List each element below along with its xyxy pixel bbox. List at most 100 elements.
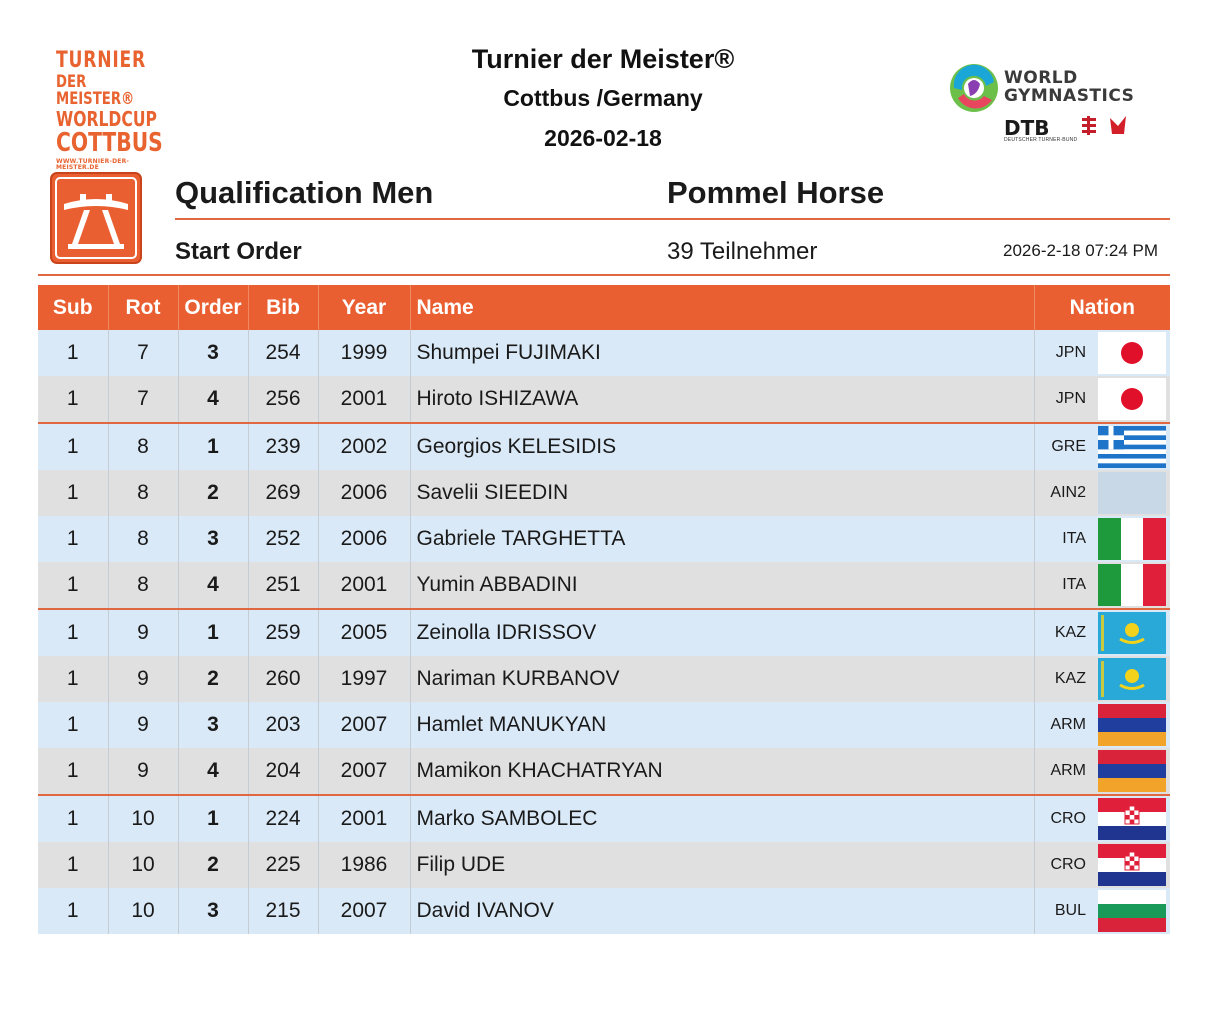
- armenia-flag-icon: [1098, 750, 1166, 792]
- cell-rot: 10: [108, 842, 179, 888]
- cell-bib: 269: [248, 470, 319, 516]
- cell-bib: 203: [248, 702, 319, 748]
- cell-year: 2005: [318, 608, 411, 656]
- col-header-year: Year: [318, 285, 411, 330]
- cell-year: 1986: [318, 842, 411, 888]
- cell-flag: [1094, 748, 1171, 795]
- cell-order: 1: [178, 794, 249, 842]
- cell-rot: 9: [108, 748, 179, 795]
- event-title: Turnier der Meister®: [471, 44, 735, 74]
- cell-bib: 239: [248, 422, 319, 470]
- phase-title: Qualification Men: [175, 175, 434, 210]
- printed-timestamp: 2026-2-18 07:24 PM: [1003, 241, 1158, 260]
- cell-year: 2006: [318, 516, 411, 562]
- cell-year: 2001: [318, 794, 411, 842]
- cell-bib: 254: [248, 330, 319, 376]
- apparatus-title: Pommel Horse: [667, 175, 885, 210]
- cell-sub: 1: [38, 330, 109, 376]
- divider: [175, 218, 1170, 220]
- cell-rot: 10: [108, 888, 179, 934]
- cell-year: 2007: [318, 888, 411, 934]
- cell-nation: ITA: [1034, 516, 1094, 562]
- cell-sub: 1: [38, 376, 109, 423]
- cell-flag: [1094, 470, 1171, 516]
- croatia-flag-icon: [1098, 798, 1166, 840]
- cell-rot: 8: [108, 422, 179, 470]
- cell-order: 2: [178, 656, 249, 702]
- cell-nation: GRE: [1034, 422, 1094, 470]
- cell-year: 1999: [318, 330, 411, 376]
- cell-rot: 8: [108, 516, 179, 562]
- cell-sub: 1: [38, 422, 109, 470]
- cell-flag: [1094, 330, 1171, 376]
- cell-flag: [1094, 376, 1171, 423]
- cell-order: 3: [178, 516, 249, 562]
- cell-year: 2001: [318, 562, 411, 609]
- wg-wordmark: WORLD GYMNASTICS: [1004, 69, 1134, 106]
- cell-nation: BUL: [1034, 888, 1094, 934]
- cell-year: 2006: [318, 470, 411, 516]
- col-header-order: Order: [178, 285, 249, 330]
- start-order-table: Sub Rot Order Bib Year Name Nation 1 7 3 25…: [38, 285, 1171, 934]
- croatia-flag-icon: [1098, 844, 1166, 886]
- cell-bib: 225: [248, 842, 319, 888]
- kazakhstan-flag-icon: [1098, 658, 1166, 700]
- table-row: 1 10 2 225 1986 Filip UDE CRO: [38, 842, 1171, 888]
- cell-flag: [1094, 422, 1171, 470]
- cell-order: 2: [178, 842, 249, 888]
- cell-sub: 1: [38, 516, 109, 562]
- cell-rot: 7: [108, 376, 179, 423]
- cell-order: 3: [178, 702, 249, 748]
- col-header-rot: Rot: [108, 285, 179, 330]
- cell-nation: ARM: [1034, 748, 1094, 795]
- cell-flag: [1094, 842, 1171, 888]
- cell-bib: 256: [248, 376, 319, 423]
- cell-rot: 7: [108, 330, 179, 376]
- cell-year: 2007: [318, 702, 411, 748]
- col-header-bib: Bib: [248, 285, 319, 330]
- table-body: 1 7 3 254 1999 Shumpei FUJIMAKI JPN 1 7 4 256 2001 H…: [38, 330, 1171, 934]
- dtb-wordmark: DTB: [1004, 116, 1050, 140]
- cell-bib: 224: [248, 794, 319, 842]
- cell-sub: 1: [38, 608, 109, 656]
- logo-url: WWW.TURNIER-DER-MEISTER.DE: [56, 158, 130, 171]
- table-row: 1 8 2 269 2006 Savelii SIEEDIN AIN2: [38, 470, 1171, 516]
- col-header-nation: Nation: [1034, 285, 1171, 330]
- event-date: 2026-02-18: [544, 125, 662, 151]
- cell-name: Hamlet MANUKYAN: [410, 702, 1035, 748]
- cell-name: Nariman KURBANOV: [410, 656, 1035, 702]
- logo-line-2: DER MEISTER®: [56, 72, 135, 109]
- list-type: Start Order: [175, 238, 302, 265]
- cell-sub: 1: [38, 748, 109, 795]
- table-row: 1 7 3 254 1999 Shumpei FUJIMAKI JPN: [38, 330, 1171, 376]
- cell-name: Zeinolla IDRISSOV: [410, 608, 1035, 656]
- cell-order: 4: [178, 376, 249, 423]
- logo-line-3: WORLDCUP: [56, 107, 157, 131]
- cell-sub: 1: [38, 656, 109, 702]
- tournament-logo: TURNIER DER MEISTER® WORLDCUP COTTBUS WW…: [56, 50, 166, 171]
- cell-name: Georgios KELESIDIS: [410, 422, 1035, 470]
- event-location: Cottbus /Germany: [503, 85, 703, 111]
- cell-flag: [1094, 888, 1171, 934]
- divider: [38, 274, 1170, 276]
- cell-bib: 260: [248, 656, 319, 702]
- cell-nation: JPN: [1034, 376, 1094, 423]
- table-row: 1 8 4 251 2001 Yumin ABBADINI ITA: [38, 562, 1171, 609]
- cell-order: 4: [178, 562, 249, 609]
- cell-bib: 259: [248, 608, 319, 656]
- cell-sub: 1: [38, 794, 109, 842]
- cell-rot: 8: [108, 562, 179, 609]
- cell-sub: 1: [38, 702, 109, 748]
- japan-flag-icon: [1098, 332, 1166, 374]
- cell-flag: [1094, 608, 1171, 656]
- cell-sub: 1: [38, 842, 109, 888]
- cell-flag: [1094, 794, 1171, 842]
- cell-order: 2: [178, 470, 249, 516]
- cell-sub: 1: [38, 888, 109, 934]
- cell-bib: 215: [248, 888, 319, 934]
- cell-nation: ARM: [1034, 702, 1094, 748]
- col-header-name: Name: [410, 285, 1035, 330]
- cell-nation: KAZ: [1034, 608, 1094, 656]
- table-header-row: Sub Rot Order Bib Year Name Nation: [38, 285, 1171, 330]
- cell-name: Hiroto ISHIZAWA: [410, 376, 1035, 423]
